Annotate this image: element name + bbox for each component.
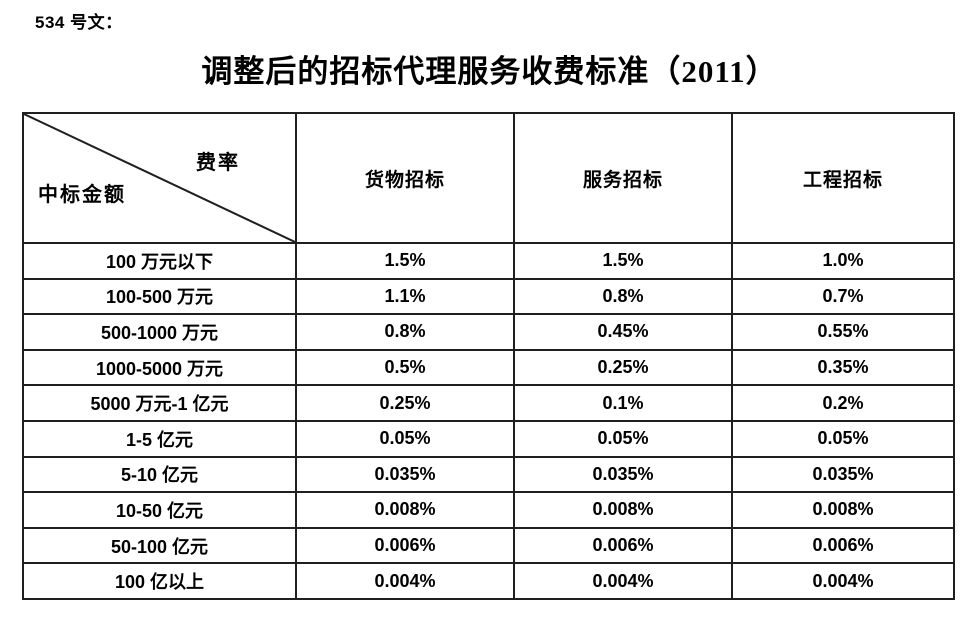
engineering-rate-cell: 0.05% [731,419,955,458]
table-row: 1000-5000 万元 0.5% 0.25% 0.35% [22,348,955,387]
amount-range-cell: 10-50 亿元 [22,491,297,529]
service-rate-cell: 0.25% [513,348,733,387]
engineering-rate-cell: 0.006% [731,526,955,565]
corner-label-bid-amount: 中标金额 [38,184,126,206]
table-row: 5000 万元-1 亿元 0.25% 0.1% 0.2% [22,384,955,422]
table-corner-cell: 费率 中标金额 [22,112,297,244]
service-rate-cell: 0.05% [513,419,733,458]
engineering-rate-cell: 0.004% [731,562,955,600]
table-row: 5-10 亿元 0.035% 0.035% 0.035% [22,455,955,494]
table-header-row: 费率 中标金额 货物招标 服务招标 工程招标 [22,112,955,244]
service-rate-cell: 1.5% [513,242,733,280]
service-rate-cell: 0.008% [513,491,733,529]
engineering-rate-cell: 0.35% [731,348,955,387]
column-header-engineering-bidding: 工程招标 [731,112,955,244]
service-rate-cell: 0.004% [513,562,733,600]
table-row: 1-5 亿元 0.05% 0.05% 0.05% [22,419,955,458]
diagonal-divider-line [24,114,295,242]
service-rate-cell: 0.45% [513,313,733,351]
table-row: 100 亿以上 0.004% 0.004% 0.004% [22,562,955,600]
engineering-rate-cell: 1.0% [731,242,955,280]
fee-rate-table: 费率 中标金额 货物招标 服务招标 工程招标 100 万元以下 1.5% 1.5… [22,112,955,600]
table-row: 50-100 亿元 0.006% 0.006% 0.006% [22,526,955,565]
amount-range-cell: 5-10 亿元 [22,455,297,494]
table-row: 500-1000 万元 0.8% 0.45% 0.55% [22,313,955,351]
column-header-goods-bidding: 货物招标 [295,112,515,244]
goods-rate-cell: 0.004% [295,562,515,600]
engineering-rate-cell: 0.008% [731,491,955,529]
engineering-rate-cell: 0.2% [731,384,955,422]
amount-range-cell: 5000 万元-1 亿元 [22,384,297,422]
table-row: 100 万元以下 1.5% 1.5% 1.0% [22,242,955,280]
amount-range-cell: 1000-5000 万元 [22,348,297,387]
engineering-rate-cell: 0.035% [731,455,955,494]
service-rate-cell: 0.035% [513,455,733,494]
goods-rate-cell: 0.05% [295,419,515,458]
goods-rate-cell: 0.008% [295,491,515,529]
service-rate-cell: 0.8% [513,277,733,316]
service-rate-cell: 0.1% [513,384,733,422]
goods-rate-cell: 0.035% [295,455,515,494]
doc-number: 534 号文： [35,13,123,32]
table-row: 100-500 万元 1.1% 0.8% 0.7% [22,277,955,316]
amount-range-cell: 100 亿以上 [22,562,297,600]
goods-rate-cell: 1.1% [295,277,515,316]
amount-range-cell: 100-500 万元 [22,277,297,316]
amount-range-cell: 100 万元以下 [22,242,297,280]
goods-rate-cell: 0.25% [295,384,515,422]
goods-rate-cell: 0.006% [295,526,515,565]
column-header-service-bidding: 服务招标 [513,112,733,244]
table-row: 10-50 亿元 0.008% 0.008% 0.008% [22,491,955,529]
amount-range-cell: 500-1000 万元 [22,313,297,351]
goods-rate-cell: 1.5% [295,242,515,280]
goods-rate-cell: 0.5% [295,348,515,387]
corner-label-rate: 费率 [196,152,240,174]
amount-range-cell: 50-100 亿元 [22,526,297,565]
service-rate-cell: 0.006% [513,526,733,565]
engineering-rate-cell: 0.7% [731,277,955,316]
amount-range-cell: 1-5 亿元 [22,419,297,458]
page-title: 调整后的招标代理服务收费标准（2011） [201,54,778,89]
goods-rate-cell: 0.8% [295,313,515,351]
engineering-rate-cell: 0.55% [731,313,955,351]
